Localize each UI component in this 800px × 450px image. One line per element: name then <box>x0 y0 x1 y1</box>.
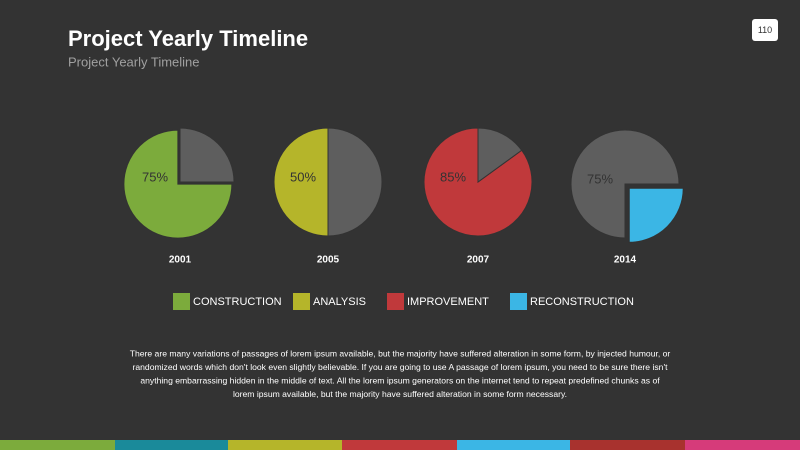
footer-bar <box>0 440 115 450</box>
value-label: 50% <box>290 169 316 184</box>
value-label: 75% <box>142 169 168 184</box>
legend-label: ANALYSIS <box>313 296 366 308</box>
value-label: 85% <box>440 169 466 184</box>
chart-title: 2007 <box>467 255 490 266</box>
legend-swatch <box>387 293 404 310</box>
footer-bar <box>342 440 457 450</box>
pie-slice <box>123 129 233 239</box>
value-label: 75% <box>587 171 613 186</box>
subtitle: Project Yearly Timeline <box>68 54 200 69</box>
page-number: 110 <box>758 25 772 35</box>
legend-label: RECONSTRUCTION <box>530 296 634 308</box>
pie-rest <box>628 187 684 243</box>
footer-bar <box>228 440 342 450</box>
paragraph-line: anything embarrassing hidden in the midd… <box>140 375 660 385</box>
paragraph-line: lorem ipsum available, but the majority … <box>233 389 567 399</box>
legend-swatch <box>510 293 527 310</box>
pie-rest <box>327 127 383 237</box>
paragraph-line: There are many variations of passages of… <box>130 348 671 358</box>
legend-label: IMPROVEMENT <box>407 296 489 308</box>
pie-rest <box>179 127 235 183</box>
chart-title: 2014 <box>614 255 637 266</box>
title: Project Yearly Timeline <box>68 26 308 51</box>
pie-rest <box>477 127 523 183</box>
pie-slice <box>570 129 680 239</box>
paragraph-line: randomized words which don't look even s… <box>133 362 669 372</box>
legend-swatch <box>293 293 310 310</box>
legend-label: CONSTRUCTION <box>193 296 282 308</box>
legend-swatch <box>173 293 190 310</box>
chart-title: 2005 <box>317 255 340 266</box>
footer-bar <box>685 440 800 450</box>
pie-slice <box>273 127 329 237</box>
footer-bar <box>115 440 228 450</box>
footer-bar <box>570 440 685 450</box>
footer-bar <box>457 440 570 450</box>
page-number-box <box>752 19 778 41</box>
chart-title: 2001 <box>169 255 192 266</box>
